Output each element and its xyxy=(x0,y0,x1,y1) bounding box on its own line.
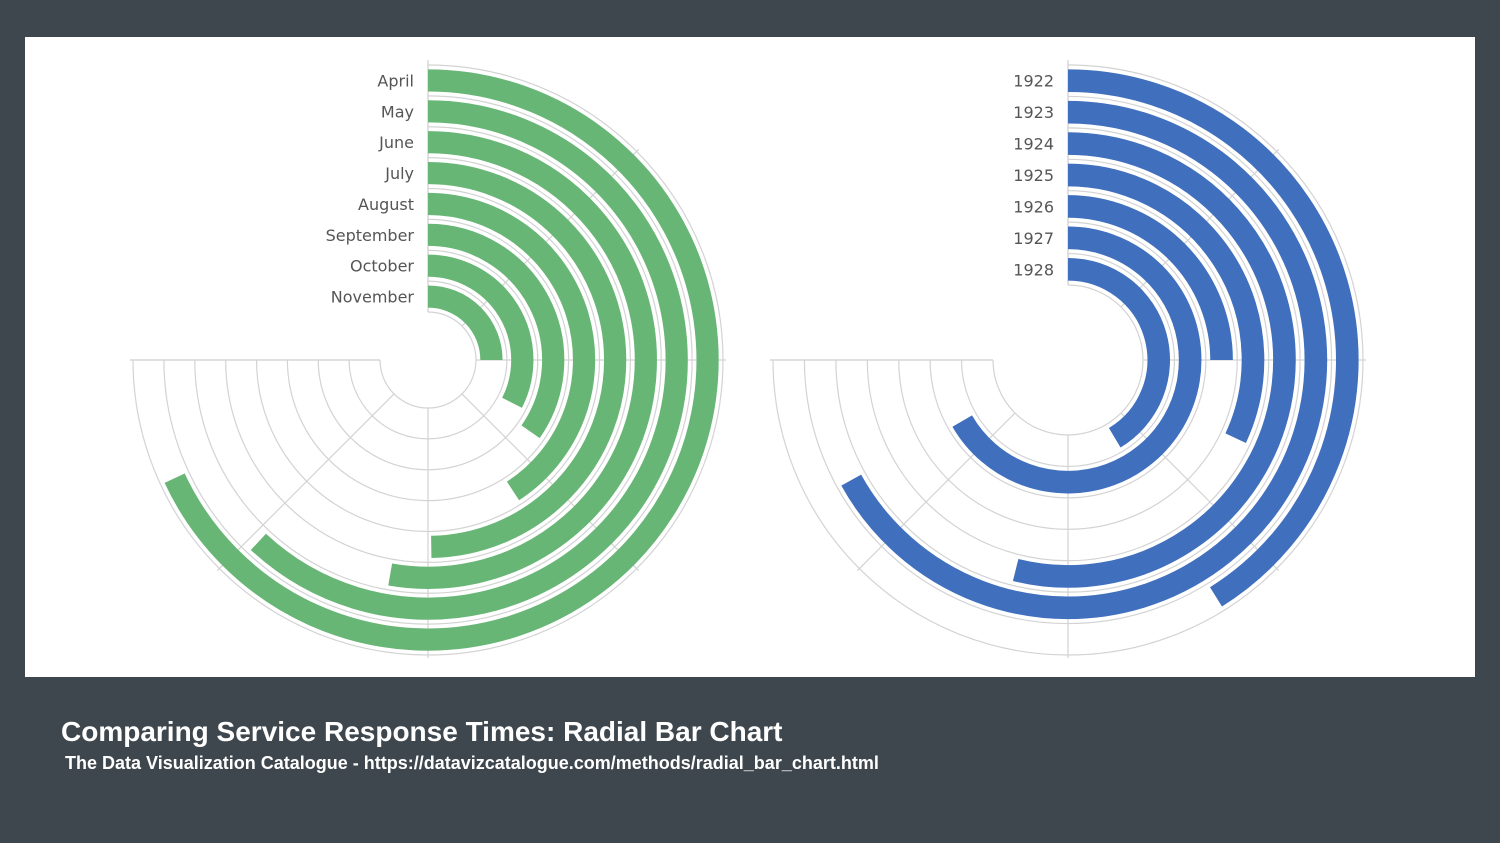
bar-june xyxy=(388,131,657,589)
category-label-1927: 1927 xyxy=(1013,229,1054,248)
bar-august xyxy=(427,192,596,501)
grid-spoke xyxy=(216,393,395,572)
bar-july xyxy=(427,161,627,559)
category-label-july: July xyxy=(384,164,414,183)
category-label-1925: 1925 xyxy=(1013,166,1054,185)
bar-1928 xyxy=(1067,257,1171,448)
bar-1925 xyxy=(1067,163,1265,443)
grid-spoke xyxy=(1120,412,1280,572)
radial-chart-1: April May June July August September October No… xyxy=(130,60,726,658)
bar-1926 xyxy=(1067,195,1233,361)
bar-may xyxy=(250,100,688,620)
bar-september xyxy=(427,223,565,439)
bar-1927 xyxy=(952,226,1202,494)
bar-1922 xyxy=(1067,69,1359,607)
category-label-june: June xyxy=(378,133,414,152)
grid-ring xyxy=(379,311,477,409)
bar-april xyxy=(164,69,719,651)
category-label-1923: 1923 xyxy=(1013,103,1054,122)
grid-spoke xyxy=(856,412,1016,572)
chart-panel: April May June July August September October No… xyxy=(25,37,1475,677)
category-label-april: April xyxy=(377,71,414,90)
category-label-september: September xyxy=(326,226,415,245)
category-label-august: August xyxy=(358,195,414,214)
bar-october xyxy=(427,254,534,408)
radial-bar-charts: April May June July August September October No… xyxy=(130,60,1366,658)
category-label-1926: 1926 xyxy=(1013,197,1054,216)
category-label-1924: 1924 xyxy=(1013,135,1054,154)
caption-source: The Data Visualization Catalogue - https… xyxy=(65,753,879,773)
category-label-1928: 1928 xyxy=(1013,260,1054,279)
bar-1923 xyxy=(841,100,1328,620)
radial-chart-2: 1922 1923 1924 1925 1926 1927 1928 xyxy=(770,60,1366,658)
bar-november xyxy=(427,285,503,361)
bar-1924 xyxy=(1012,132,1296,588)
category-label-may: May xyxy=(381,102,414,121)
category-label-november: November xyxy=(331,288,415,307)
grid-ring xyxy=(992,284,1144,436)
caption-title: Comparing Service Response Times: Radial… xyxy=(61,716,783,747)
category-label-1922: 1922 xyxy=(1013,72,1054,91)
category-label-october: October xyxy=(350,257,414,276)
